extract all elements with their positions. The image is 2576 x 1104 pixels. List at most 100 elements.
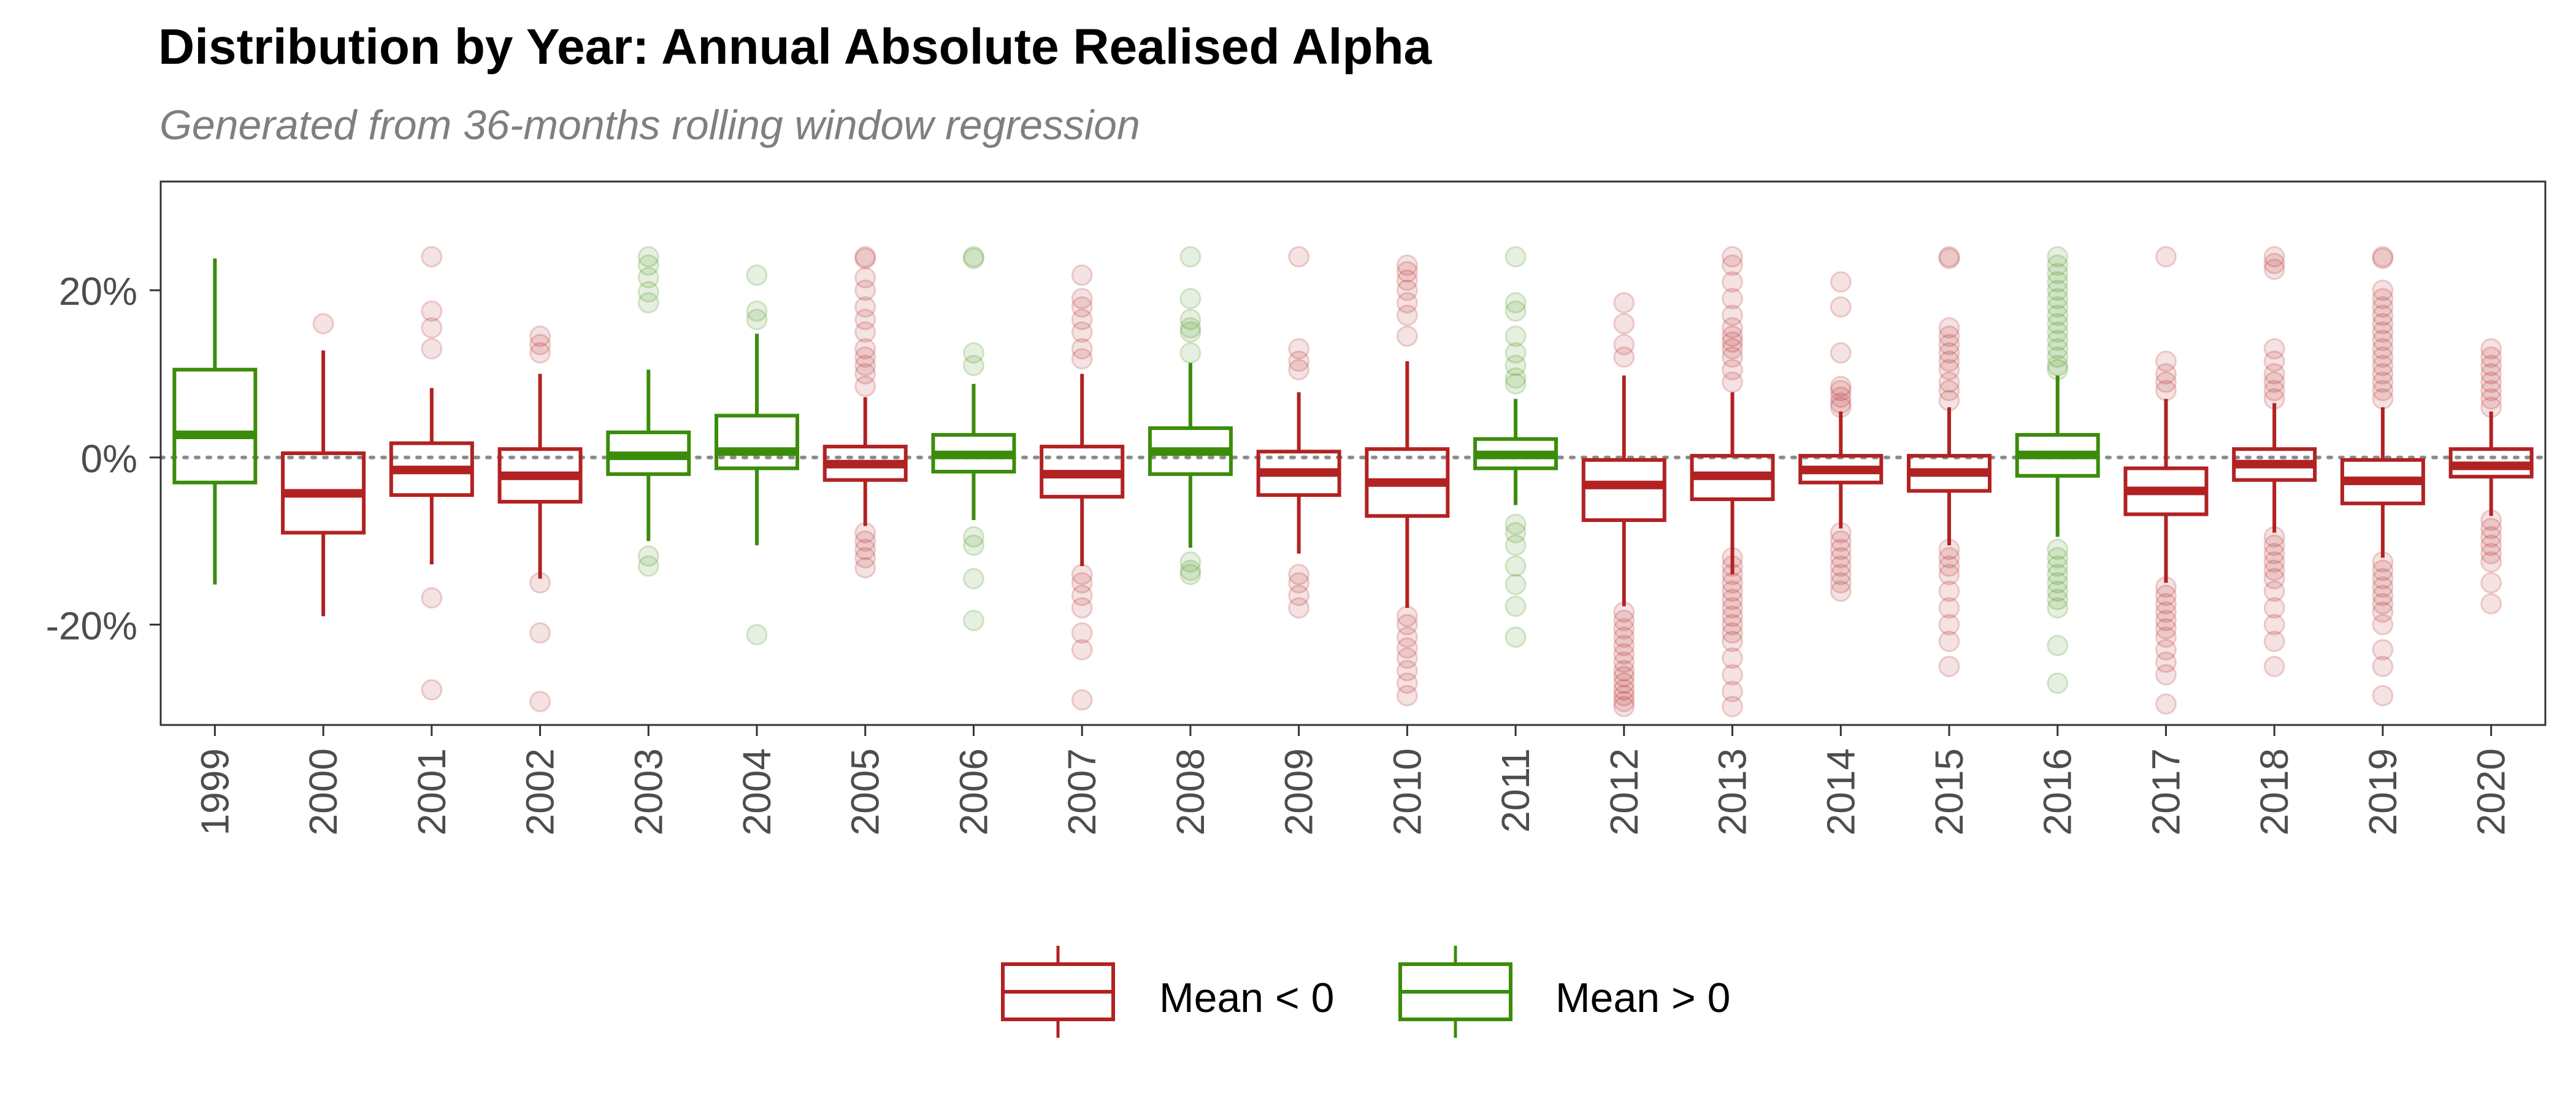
outlier-point xyxy=(2480,526,2502,548)
legend-item-positive: Mean > 0 xyxy=(1397,945,1777,1055)
outlier-point xyxy=(1722,613,1744,635)
outlier-point xyxy=(2263,246,2285,268)
outlier-point xyxy=(1722,359,1744,381)
outlier-point xyxy=(1071,338,1093,360)
outlier-point xyxy=(1396,325,1418,347)
outlier-point xyxy=(1179,559,1202,581)
outlier-point xyxy=(2047,313,2069,335)
outlier-point xyxy=(1505,325,1527,347)
outlier-point xyxy=(1613,635,1635,657)
outlier-point xyxy=(1830,555,1852,577)
outlier-point xyxy=(2372,613,2394,635)
outlier-point xyxy=(2047,288,2069,310)
outlier-point xyxy=(962,610,984,632)
outlier-layer xyxy=(312,246,2502,718)
outlier-point xyxy=(1179,288,1202,310)
outlier-point xyxy=(1396,637,1418,659)
x-tick-label: 2012 xyxy=(1602,748,1646,835)
x-tick-label: 2002 xyxy=(518,748,562,835)
outlier-point xyxy=(2155,664,2177,686)
outlier-point xyxy=(2155,618,2177,640)
outlier-point xyxy=(1505,555,1527,577)
outlier-point xyxy=(1722,696,1744,718)
outlier-point xyxy=(2263,567,2285,589)
outlier-point xyxy=(1288,597,1310,619)
outlier-point xyxy=(1938,656,1960,678)
outlier-point xyxy=(1396,684,1418,707)
outlier-point xyxy=(2047,546,2069,569)
outlier-point xyxy=(1505,367,1527,389)
outlier-point xyxy=(1722,580,1744,602)
outlier-point xyxy=(1830,530,1852,552)
outlier-point xyxy=(962,247,984,269)
outlier-point xyxy=(1179,246,1202,268)
outlier-point xyxy=(1071,348,1093,370)
outlier-point xyxy=(2372,313,2394,335)
outlier-point xyxy=(2372,638,2394,661)
box-iqr xyxy=(1581,458,1666,523)
outlier-point xyxy=(529,342,551,364)
outlier-point xyxy=(1830,539,1852,561)
outlier-point xyxy=(529,334,551,356)
outlier-point xyxy=(1722,338,1744,360)
x-tick-label: 2008 xyxy=(1168,748,1213,835)
outlier-point xyxy=(2047,321,2069,343)
outlier-point xyxy=(1613,346,1635,368)
outlier-point xyxy=(2155,626,2177,648)
x-tick-label: 2011 xyxy=(1493,748,1538,833)
outlier-point xyxy=(2263,631,2285,653)
outlier-point xyxy=(2047,539,2069,561)
outlier-point xyxy=(1722,605,1744,627)
outlier-point xyxy=(2263,613,2285,635)
outlier-point xyxy=(746,300,768,322)
outlier-point xyxy=(2047,329,2069,351)
outlier-point xyxy=(2155,585,2177,607)
outlier-point xyxy=(2480,572,2502,594)
outlier-point xyxy=(1613,610,1635,632)
outlier-point xyxy=(1071,309,1093,331)
outlier-point xyxy=(2263,534,2285,556)
y-tick-label: -20% xyxy=(46,604,137,648)
outlier-point xyxy=(2263,258,2285,280)
outlier-point xyxy=(2263,551,2285,573)
outlier-point xyxy=(1722,680,1744,702)
outlier-point xyxy=(1071,321,1093,343)
outlier-point xyxy=(1396,292,1418,314)
outlier-point xyxy=(2480,363,2502,385)
outlier-point xyxy=(1830,580,1852,602)
outlier-point xyxy=(854,539,876,561)
outlier-point xyxy=(1288,246,1310,268)
outlier-point xyxy=(746,624,768,646)
outlier-point xyxy=(2155,371,2177,393)
outlier-point xyxy=(1938,317,1960,339)
outlier-point xyxy=(1938,350,1960,372)
outlier-point xyxy=(2372,567,2394,589)
x-tick-label: 2010 xyxy=(1385,748,1429,835)
outlier-point xyxy=(1938,597,1960,619)
outlier-point xyxy=(1396,647,1418,669)
outlier-point xyxy=(1722,647,1744,669)
x-tick-label: 2015 xyxy=(1927,748,1971,835)
outlier-point xyxy=(2480,518,2502,540)
outlier-point xyxy=(2047,279,2069,301)
outlier-point xyxy=(2263,253,2285,275)
outlier-point xyxy=(421,300,443,322)
outlier-point xyxy=(2372,388,2394,410)
outlier-point xyxy=(2372,656,2394,678)
outlier-point xyxy=(1830,564,1852,586)
outlier-point xyxy=(2372,346,2394,368)
outlier-point xyxy=(637,254,659,276)
outlier-point xyxy=(2155,363,2177,385)
box-iqr xyxy=(172,367,258,485)
outlier-point xyxy=(1179,317,1202,339)
outlier-point xyxy=(1071,264,1093,286)
outlier-point xyxy=(1830,546,1852,569)
outlier-point xyxy=(1938,631,1960,653)
outlier-point xyxy=(637,246,659,268)
outlier-point xyxy=(1613,691,1635,713)
outlier-point xyxy=(637,267,659,289)
outlier-point xyxy=(854,267,876,289)
outlier-point xyxy=(962,355,984,377)
outlier-point xyxy=(421,587,443,609)
legend-label-negative: Mean < 0 xyxy=(1159,975,1335,1021)
